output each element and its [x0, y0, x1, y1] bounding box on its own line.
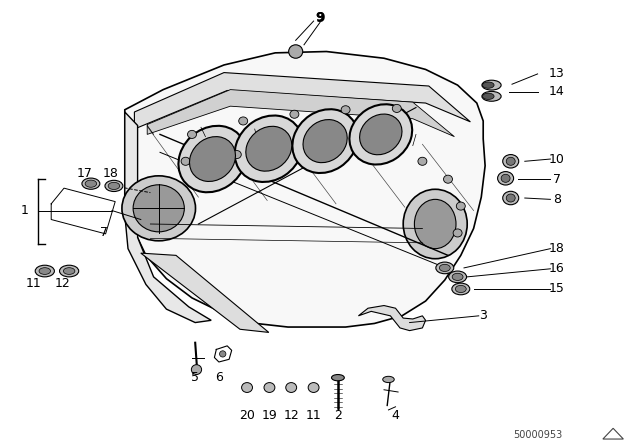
Ellipse shape — [341, 106, 350, 114]
Ellipse shape — [482, 91, 501, 101]
Text: 4: 4 — [392, 409, 399, 422]
Ellipse shape — [232, 151, 241, 159]
Ellipse shape — [246, 126, 292, 171]
Ellipse shape — [418, 157, 427, 165]
Text: 17: 17 — [77, 167, 92, 181]
Ellipse shape — [285, 383, 297, 392]
Ellipse shape — [289, 45, 303, 58]
Ellipse shape — [82, 178, 100, 190]
Ellipse shape — [108, 182, 120, 190]
Text: 12: 12 — [284, 409, 299, 422]
Ellipse shape — [439, 264, 451, 271]
Text: 7: 7 — [553, 172, 561, 186]
Ellipse shape — [503, 191, 519, 205]
Text: 2: 2 — [334, 409, 342, 422]
Ellipse shape — [189, 137, 236, 181]
Ellipse shape — [105, 180, 123, 192]
Ellipse shape — [415, 199, 456, 249]
Ellipse shape — [39, 267, 51, 274]
Text: 18: 18 — [549, 242, 564, 255]
Text: 1: 1 — [20, 204, 28, 217]
Ellipse shape — [392, 104, 401, 112]
Ellipse shape — [501, 174, 510, 182]
Ellipse shape — [349, 104, 412, 164]
Ellipse shape — [332, 375, 344, 381]
Text: 7: 7 — [100, 226, 108, 240]
Ellipse shape — [482, 80, 501, 90]
Ellipse shape — [264, 383, 275, 392]
Text: 18: 18 — [103, 167, 118, 181]
Ellipse shape — [179, 126, 246, 192]
Text: 5: 5 — [191, 370, 199, 384]
Ellipse shape — [85, 180, 97, 187]
Ellipse shape — [122, 176, 196, 241]
Ellipse shape — [455, 285, 466, 293]
Text: 9: 9 — [316, 10, 324, 24]
Ellipse shape — [403, 189, 467, 259]
Ellipse shape — [453, 229, 462, 237]
Text: 19: 19 — [262, 409, 277, 422]
Polygon shape — [125, 112, 211, 323]
Ellipse shape — [456, 202, 465, 210]
Text: 6: 6 — [215, 370, 223, 384]
Polygon shape — [134, 73, 470, 129]
Ellipse shape — [133, 185, 184, 232]
Text: 9: 9 — [315, 11, 325, 25]
Text: 11: 11 — [26, 276, 41, 290]
Ellipse shape — [498, 172, 514, 185]
Ellipse shape — [292, 109, 358, 173]
Ellipse shape — [503, 155, 519, 168]
Ellipse shape — [436, 262, 454, 274]
Ellipse shape — [290, 110, 299, 118]
Polygon shape — [147, 90, 454, 137]
Text: 15: 15 — [549, 282, 564, 296]
Ellipse shape — [308, 383, 319, 392]
Text: 14: 14 — [549, 85, 564, 99]
Ellipse shape — [191, 365, 202, 375]
Text: 3: 3 — [479, 309, 487, 323]
Text: 8: 8 — [553, 193, 561, 206]
Ellipse shape — [360, 114, 402, 155]
Ellipse shape — [188, 130, 196, 138]
Text: 16: 16 — [549, 262, 564, 276]
Text: 12: 12 — [54, 276, 70, 290]
Ellipse shape — [452, 283, 470, 295]
Polygon shape — [141, 253, 269, 332]
Ellipse shape — [35, 265, 54, 277]
Text: 50000953: 50000953 — [513, 431, 562, 440]
Text: 13: 13 — [549, 67, 564, 81]
Ellipse shape — [444, 175, 452, 183]
Ellipse shape — [242, 383, 253, 392]
Ellipse shape — [303, 120, 348, 163]
Ellipse shape — [63, 267, 75, 274]
Polygon shape — [358, 306, 426, 331]
Ellipse shape — [220, 351, 226, 357]
Ellipse shape — [483, 93, 494, 99]
Ellipse shape — [452, 273, 463, 280]
Ellipse shape — [239, 117, 248, 125]
Ellipse shape — [235, 116, 303, 182]
Ellipse shape — [483, 82, 494, 88]
Ellipse shape — [383, 376, 394, 383]
Polygon shape — [125, 52, 485, 327]
Ellipse shape — [449, 271, 467, 283]
Ellipse shape — [60, 265, 79, 277]
Text: 20: 20 — [239, 409, 255, 422]
Text: 10: 10 — [549, 152, 564, 166]
Text: 11: 11 — [306, 409, 321, 422]
Ellipse shape — [506, 194, 515, 202]
Ellipse shape — [506, 157, 515, 165]
Ellipse shape — [181, 157, 190, 165]
